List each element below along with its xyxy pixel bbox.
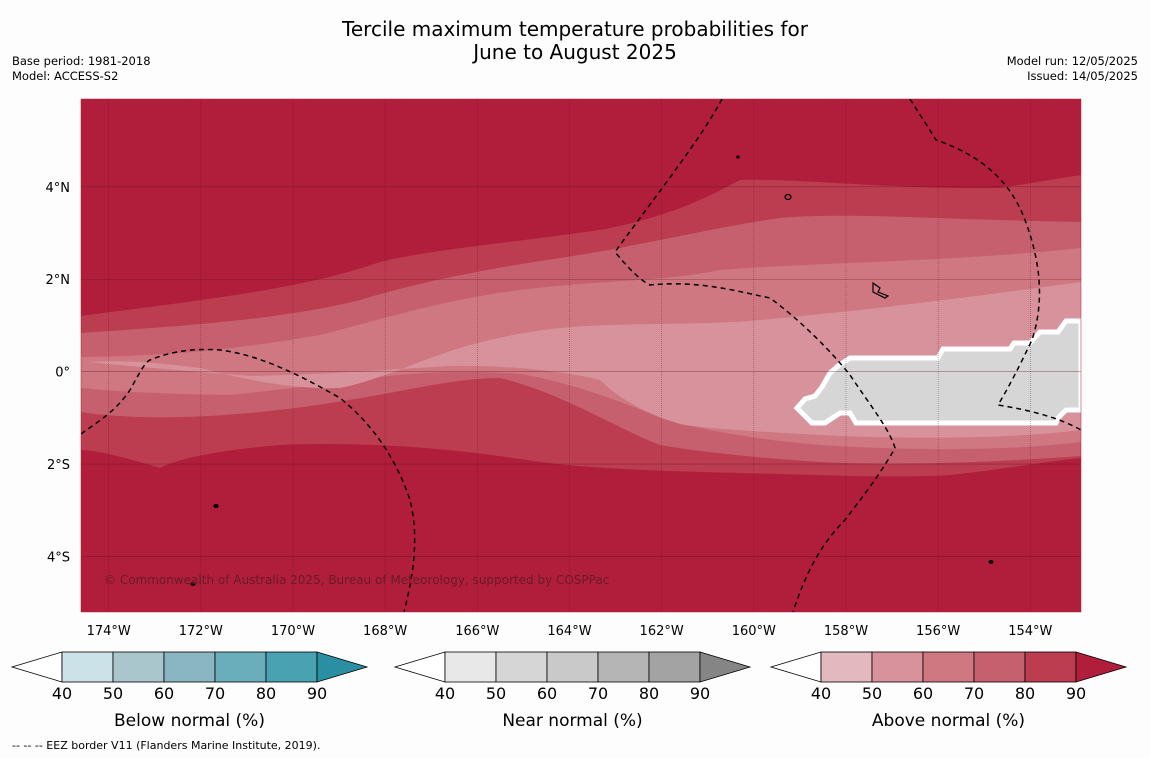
colorbar-tick-label: 90 [690, 684, 710, 703]
lon-tick-label: 160°W [732, 624, 776, 639]
lon-tick-label: 162°W [640, 624, 684, 639]
colorbar-label: Below normal (%) [114, 711, 265, 731]
colorbar-segment [546, 651, 599, 683]
meta-left: Base period: 1981-2018 Model: ACCESS-S2 [12, 54, 151, 84]
colorbar-segment [214, 651, 267, 683]
lon-tick-label: 172°W [179, 624, 223, 639]
lat-tick-label: 2°N [46, 273, 71, 288]
colorbar-segment [973, 651, 1026, 683]
eez-border-central [614, 99, 896, 612]
lon-tick-label: 174°W [87, 624, 131, 639]
island [736, 155, 740, 159]
meta-right: Model run: 12/05/2025 Issued: 14/05/2025 [1007, 54, 1138, 84]
colorbar-tick-label: 90 [1066, 684, 1086, 703]
lon-tick-label: 158°W [824, 624, 868, 639]
island [872, 281, 890, 299]
colorbar-tick-label: 50 [486, 684, 506, 703]
colorbar-segment [112, 651, 165, 683]
eez-borders [81, 99, 1081, 612]
colorbar-segment [1024, 651, 1077, 683]
colorbar-extend-low [769, 651, 822, 683]
colorbar-tick-label: 50 [862, 684, 882, 703]
lon-tick-label: 170°W [271, 624, 315, 639]
colorbar-tick-label: 40 [435, 684, 455, 703]
lon-tick-label: 166°W [455, 624, 499, 639]
colorbar-below: 40 50 60 70 80 90 Below normal (%) [10, 651, 369, 731]
lon-tick-label: 156°W [916, 624, 960, 639]
colorbar-segment [163, 651, 216, 683]
issued-text: Issued: 14/05/2025 [1027, 69, 1138, 83]
lon-tick-label: 164°W [547, 624, 591, 639]
eez-footnote: -- -- -- EEZ border V11 (Flanders Marine… [12, 739, 321, 752]
lat-tick-label: 4°N [46, 181, 71, 196]
colorbar-tick-label: 90 [307, 684, 327, 703]
grid-lines [81, 99, 1081, 612]
colorbar-segment [922, 651, 975, 683]
colorbar-segment [495, 651, 548, 683]
colorbar-label: Near normal (%) [502, 711, 642, 731]
colorbar-extend-high [699, 651, 752, 683]
chart-title: Tercile maximum temperature probabilitie… [0, 18, 1150, 64]
lat-tick-label: 4°S [47, 551, 70, 566]
island [190, 582, 196, 586]
eez-border-west [81, 348, 416, 612]
colorbar-tick-label: 70 [588, 684, 608, 703]
longitude-labels: 174°W 172°W 170°W 168°W 166°W 164°W 162°W 160°W… [87, 624, 1053, 639]
colorbar-tick-label: 40 [52, 684, 72, 703]
lat-tick-label: 2°S [47, 458, 70, 473]
island [784, 193, 792, 201]
colorbar-above: 40 50 60 70 80 90 Above normal (%) [769, 651, 1128, 731]
model-run-text: Model run: 12/05/2025 [1006, 54, 1138, 68]
colorbar-segment [444, 651, 497, 683]
colorbar-segment [597, 651, 650, 683]
colorbar-tick-label: 50 [103, 684, 123, 703]
colorbar-segment [648, 651, 701, 683]
colorbar-tick-label: 60 [537, 684, 557, 703]
colorbar-tick-label: 80 [639, 684, 659, 703]
lon-tick-label: 168°W [363, 624, 407, 639]
base-period-text: Base period: 1981-2018 [12, 54, 151, 68]
colorbar-segment [820, 651, 873, 683]
colorbar-tick-label: 80 [1015, 684, 1035, 703]
colorbar-segment [871, 651, 924, 683]
colorbar-tick-label: 60 [154, 684, 174, 703]
island [988, 560, 994, 564]
colorbar-tick-label: 70 [964, 684, 984, 703]
colorbar-tick-label: 60 [913, 684, 933, 703]
colorbar-tick-label: 40 [811, 684, 831, 703]
colorbar-near: 40 50 60 70 80 90 Near normal (%) [393, 651, 752, 731]
colorbar-label: Above normal (%) [872, 711, 1025, 731]
colorbars: 40 50 60 70 80 90 Below normal (%) 40 50 60 70 80 90… [10, 651, 1128, 731]
colorbar-extend-low [10, 651, 63, 683]
chart-title-line2: June to August 2025 [473, 40, 677, 64]
map-frame [80, 98, 1082, 613]
colorbar-segment [265, 651, 318, 683]
lat-tick-label: 0° [55, 366, 70, 381]
colorbar-tick-label: 70 [205, 684, 225, 703]
model-text: Model: ACCESS-S2 [12, 69, 119, 83]
colorbar-extend-high [1075, 651, 1128, 683]
colorbar-segment [61, 651, 114, 683]
islands [190, 155, 994, 586]
copyright-text: © Commonwealth of Australia 2025, Bureau… [104, 573, 609, 587]
island [213, 503, 219, 509]
probability-field [81, 99, 1081, 612]
colorbar-extend-low [393, 651, 446, 683]
colorbar-extend-high [316, 651, 369, 683]
colorbar-tick-label: 80 [256, 684, 276, 703]
latitude-labels: 4°N 2°N 0° 2°S 4°S [46, 181, 71, 566]
lon-tick-label: 154°W [1008, 624, 1052, 639]
chart-title-line1: Tercile maximum temperature probabilitie… [342, 17, 808, 41]
eez-border-east [909, 99, 1081, 431]
